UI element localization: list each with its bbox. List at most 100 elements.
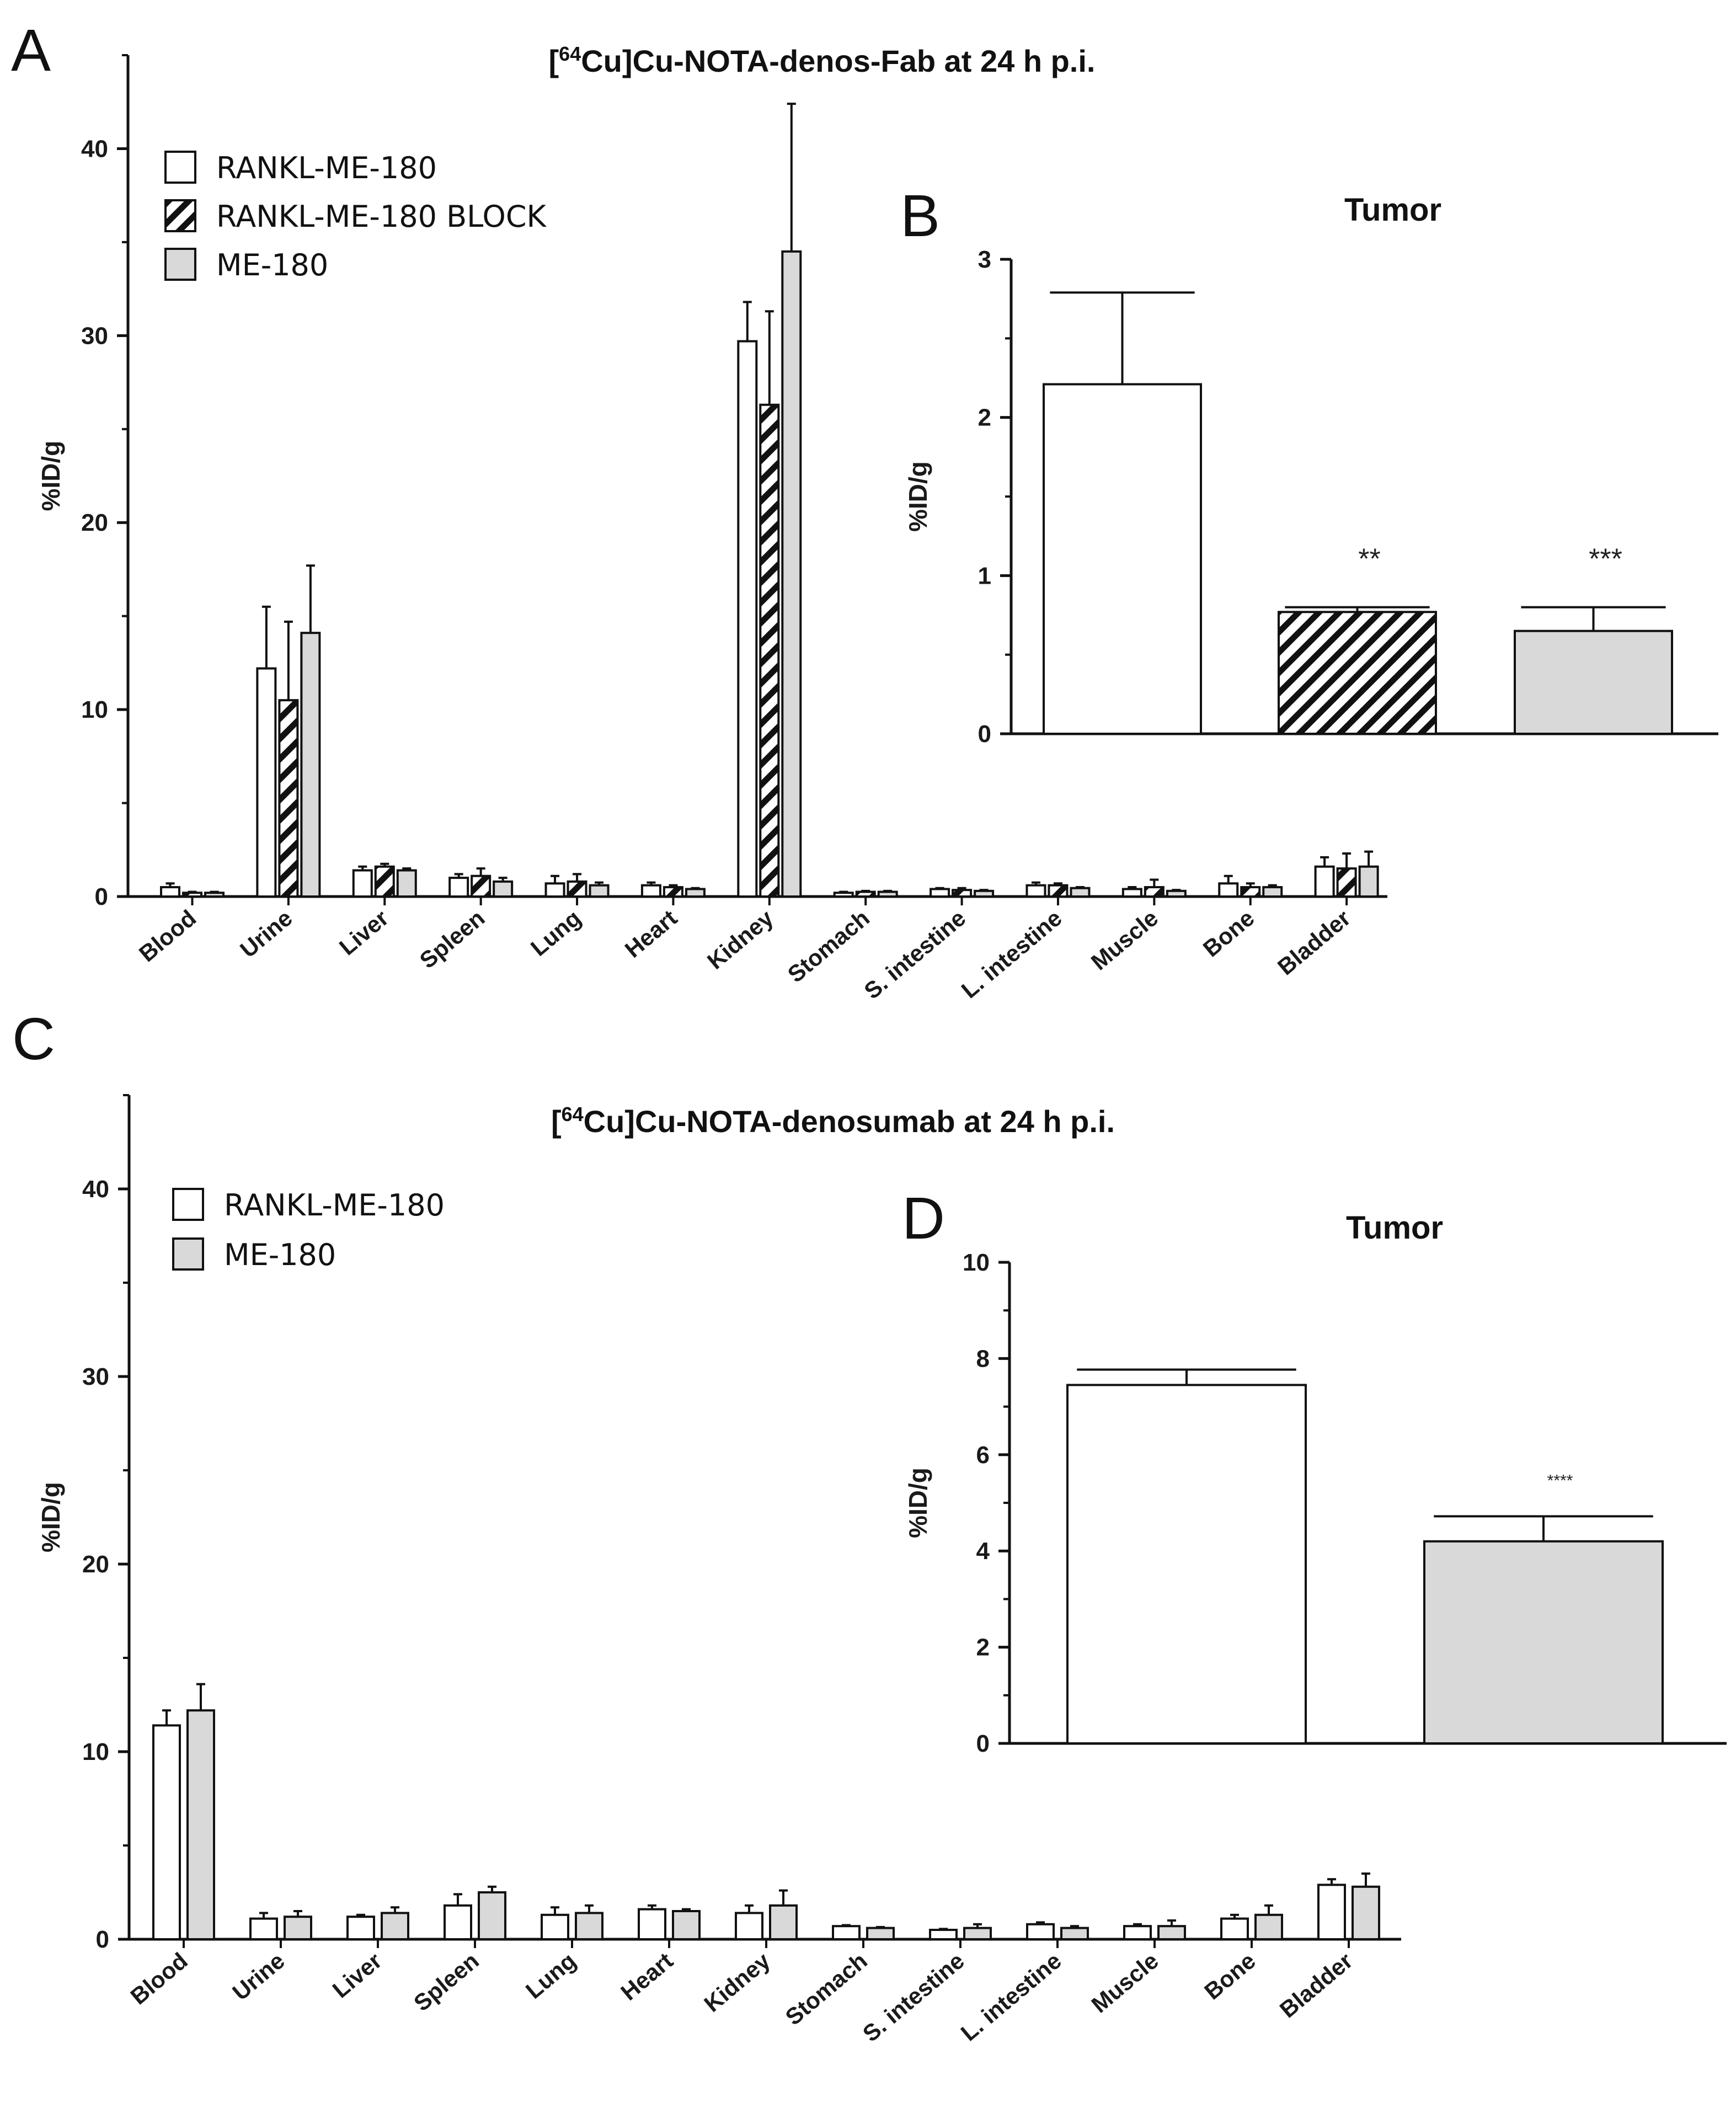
x-tick-label: Bladder (1273, 905, 1355, 980)
y-tick-label: 30 (82, 1363, 109, 1390)
bar-gray (1254, 1913, 1283, 1941)
bar-hatch (952, 889, 973, 898)
x-tick-label: Heart (616, 1948, 677, 2005)
bar-white (1218, 882, 1239, 898)
legend-label: RANKL-ME-180 (216, 151, 437, 185)
legend-swatch (164, 151, 196, 184)
chart-title: [64Cu]Cu-NOTA-denos-Fab at 24 h p.i. (549, 42, 1096, 78)
y-tick-label: 10 (81, 696, 108, 723)
bar-gray (1514, 629, 1673, 735)
x-tick-label: Liver (328, 1948, 387, 2003)
bar-gray (300, 632, 321, 898)
bar-gray (381, 1912, 409, 1940)
y-axis-label: %ID/g (904, 1468, 932, 1538)
bar-gray (204, 892, 225, 898)
x-tick-label: Bladder (1275, 1948, 1358, 2023)
bar-hatch (1048, 884, 1069, 898)
x-tick-label: Stomach (781, 1948, 872, 2030)
y-tick-label: 3 (978, 246, 991, 273)
bar-gray (1060, 1927, 1089, 1941)
y-tick-label: 0 (95, 883, 108, 910)
bar-hatch (1144, 886, 1165, 898)
panel-d-chart: D Tumor 0 2 4 6 8 10 %ID/g **** (902, 1185, 1727, 1757)
y-tick-label: 0 (96, 1926, 109, 1953)
bar-gray (974, 889, 995, 898)
bar-gray (1166, 889, 1187, 898)
y-axis-label: %ID/g (36, 1482, 65, 1553)
bar-gray (1352, 1885, 1380, 1941)
bar-gray (781, 250, 802, 898)
x-tick-label: Lung (526, 905, 586, 961)
y-tick-label: 2 (976, 1634, 990, 1661)
panel-label: C (12, 1005, 55, 1072)
bar-gray (672, 1910, 701, 1940)
y-tick-label: 10 (82, 1738, 109, 1765)
x-tick-label: Kidney (702, 904, 778, 974)
bar-gray (1358, 865, 1379, 898)
bar-white (444, 1904, 472, 1941)
bar-white (1317, 1884, 1346, 1940)
y-tick-label: 30 (81, 322, 108, 349)
bar-white (640, 884, 661, 898)
bar-hatch (374, 865, 395, 898)
bar-white (1026, 1923, 1055, 1941)
y-tick-label: 2 (978, 404, 991, 431)
bar-white (833, 892, 854, 898)
bar-white (541, 1913, 569, 1941)
y-tick-label: 10 (963, 1249, 990, 1276)
significance-marker: **** (1547, 1471, 1573, 1490)
x-tick-label: Heart (620, 905, 682, 963)
x-tick-label: Spleen (409, 1948, 484, 2016)
legend-swatch (164, 248, 196, 281)
legend-swatch (172, 1188, 204, 1221)
y-tick-label: 4 (976, 1538, 990, 1565)
x-tick-label: Stomach (783, 905, 874, 988)
x-tick-label: Blood (134, 905, 201, 967)
x-tick-label: Kidney (699, 1947, 775, 2016)
bar-gray (866, 1927, 895, 1941)
bar-hatch (663, 886, 683, 898)
bar-gray (1423, 1540, 1664, 1744)
bar-hatch (278, 699, 299, 898)
bar-gray (186, 1709, 215, 1940)
x-tick-label: Liver (334, 905, 393, 961)
bar-hatch (1240, 886, 1261, 898)
bar-white (832, 1925, 861, 1940)
panel-label: A (11, 17, 51, 83)
significance-marker: ** (1358, 543, 1380, 575)
bar-gray (769, 1904, 798, 1941)
bar-gray (685, 888, 706, 898)
bar-gray (396, 869, 417, 898)
bar-white (249, 1917, 278, 1941)
panel-label: D (902, 1185, 945, 1251)
x-tick-label: Blood (125, 1948, 192, 2009)
y-tick-label: 6 (976, 1442, 990, 1469)
legend-label: ME-180 (224, 1237, 336, 1272)
bar-hatch (1336, 867, 1357, 898)
bar-gray (478, 1891, 506, 1940)
bar-white (737, 340, 758, 898)
y-axis-label: %ID/g (904, 461, 932, 532)
y-tick-label: 0 (978, 721, 991, 748)
inset-title: Tumor (1346, 1210, 1443, 1246)
y-tick-label: 20 (82, 1551, 109, 1578)
x-tick-label: Urine (235, 905, 297, 963)
bar-white (929, 1929, 958, 1940)
y-tick-label: 20 (81, 509, 108, 536)
y-tick-label: 0 (976, 1730, 990, 1757)
bar-gray (1157, 1925, 1186, 1940)
y-axis-label: %ID/g (36, 441, 65, 511)
bar-white (448, 877, 469, 898)
x-tick-label: S. intestine (858, 1948, 969, 2047)
legend-label: RANKL-ME-180 BLOCK (216, 199, 547, 234)
x-tick-label: L. intestine (957, 905, 1067, 1004)
bar-white (1314, 865, 1335, 898)
bar-white (352, 869, 373, 898)
bar-white (256, 667, 277, 898)
y-tick-label: 1 (978, 562, 991, 589)
bar-white (152, 1724, 181, 1940)
bar-hatch (1278, 611, 1437, 735)
bar-white (1025, 884, 1046, 898)
bar-hatch (182, 892, 202, 898)
